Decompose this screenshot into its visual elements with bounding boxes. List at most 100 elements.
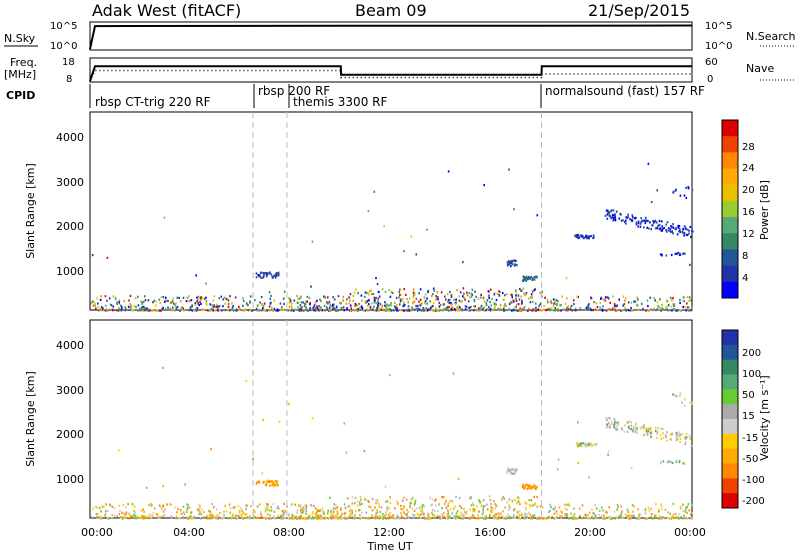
scatter-mark [623, 516, 625, 519]
scatter-mark [306, 295, 309, 298]
scatter-mark [583, 236, 585, 239]
scatter-mark [652, 517, 654, 520]
scatter-mark [581, 235, 583, 238]
scatter-mark [232, 515, 235, 518]
scatter-mark [536, 505, 538, 508]
scatter-mark [349, 515, 351, 519]
scatter-mark [497, 307, 500, 310]
scatter-mark [252, 309, 254, 312]
scatter-mark [686, 228, 689, 231]
scatter-mark [445, 499, 447, 502]
scatter-mark [521, 308, 524, 311]
scatter-mark [676, 233, 679, 236]
scatter-mark [687, 517, 689, 520]
scatter-mark [447, 298, 450, 302]
scatter-mark [508, 302, 511, 306]
scatter-mark [616, 428, 618, 431]
scatter-mark [346, 517, 348, 520]
scatter-mark [486, 308, 489, 311]
scatter-mark [408, 309, 411, 312]
scatter-mark [632, 429, 634, 432]
scatter-mark [160, 295, 163, 299]
scatter-mark [473, 509, 476, 512]
scatter-mark [492, 515, 495, 518]
scatter-mark [614, 213, 616, 216]
scatter-mark [340, 307, 343, 310]
scatter-mark [172, 308, 174, 311]
scatter-mark [534, 485, 537, 488]
scatter-mark [213, 305, 215, 308]
scatter-mark [224, 302, 226, 305]
scatter-mark [672, 516, 674, 519]
scatter-mark [560, 309, 562, 312]
scatter-mark [667, 304, 670, 307]
scatter-mark [113, 507, 116, 510]
scatter-mark [454, 515, 456, 518]
scatter-mark [141, 306, 143, 309]
scatter-mark [271, 276, 274, 279]
scatter-mark [378, 308, 381, 311]
scatter-mark [491, 308, 493, 311]
scatter-mark [473, 514, 475, 517]
scatter-mark [376, 307, 378, 310]
scatter-mark [666, 221, 669, 224]
scatter-mark [197, 509, 200, 512]
scatter-mark [671, 432, 673, 435]
scatter-mark [581, 517, 583, 520]
scatter-mark [578, 236, 581, 239]
scatter-mark [488, 291, 491, 294]
scatter-mark [345, 302, 348, 305]
scatter-mark [669, 512, 672, 515]
scatter-mark [682, 462, 684, 465]
scatter-mark [150, 516, 153, 520]
scatter-mark [592, 512, 594, 515]
scatter-mark [166, 503, 168, 506]
scatter-mark [469, 296, 471, 299]
scatter-mark [520, 295, 523, 298]
scatter-mark [542, 308, 545, 311]
scatter-mark [532, 485, 535, 488]
scatter-mark [148, 517, 151, 520]
scatter-mark [183, 513, 186, 516]
scatter-mark [639, 427, 642, 430]
scatter-mark [200, 298, 202, 302]
scatter-mark [203, 516, 205, 519]
power-colorbar-swatch [722, 120, 738, 137]
scatter-mark [430, 504, 432, 507]
scatter-mark [611, 216, 613, 219]
scatter-mark [595, 516, 597, 519]
scatter-mark [655, 502, 657, 506]
scatter-mark [177, 507, 179, 510]
scatter-mark [682, 305, 684, 309]
scatter-mark [367, 499, 369, 503]
scatter-mark [509, 265, 512, 268]
scatter-mark [470, 292, 473, 295]
scatter-mark [152, 512, 155, 515]
scatter-mark [248, 517, 250, 520]
scatter-mark [590, 297, 593, 300]
scatter-mark [658, 223, 661, 227]
scatter-mark [523, 306, 526, 309]
scatter-mark [220, 295, 223, 298]
scatter-mark [94, 304, 96, 307]
scatter-mark [135, 517, 137, 520]
scatter-mark [244, 308, 246, 311]
scatter-mark [313, 309, 315, 312]
scatter-mark [455, 298, 457, 301]
scatter-mark [517, 309, 520, 312]
scatter-mark [367, 210, 370, 213]
scatter-mark [357, 308, 360, 311]
scatter-mark [486, 299, 489, 302]
scatter-mark [643, 226, 645, 229]
scatter-mark [376, 511, 378, 514]
scatter-mark [190, 308, 192, 311]
scatter-mark [335, 504, 337, 507]
scatter-mark [544, 296, 546, 299]
scatter-mark [655, 514, 657, 517]
power-cbar-tick-1: 24 [742, 163, 755, 174]
scatter-mark [364, 309, 367, 312]
scatter-mark [561, 295, 563, 298]
vel-cbar-tick-3: 15 [742, 411, 755, 422]
scatter-mark [129, 514, 131, 517]
scatter-mark [351, 502, 354, 505]
